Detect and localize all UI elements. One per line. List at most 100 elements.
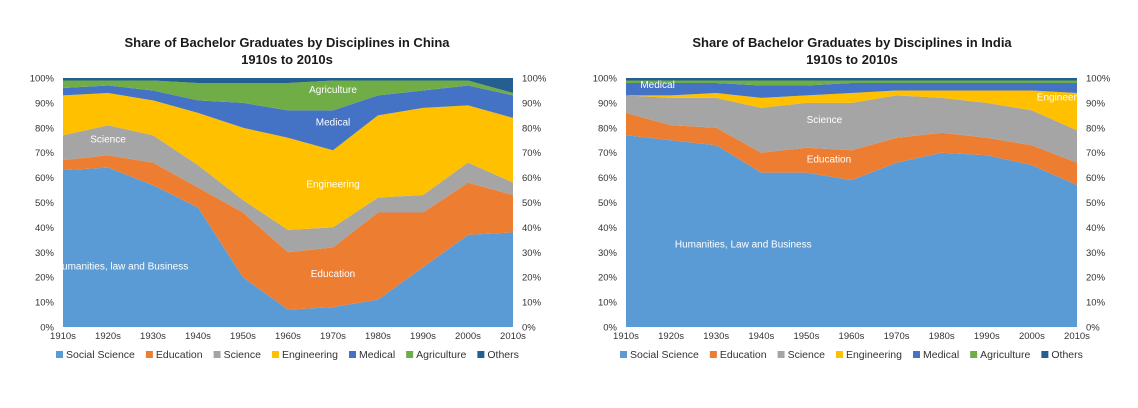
india-areas — [626, 78, 1077, 327]
china-area-others — [63, 78, 513, 93]
india-y-tick-right: 80% — [1086, 123, 1106, 134]
india-legend-label-social-science: Social Science — [630, 349, 699, 361]
china-y-ticks-right: 0% 10% 20% 30% 40% 50% 60% 70% 80% 90% 100% — [522, 74, 547, 334]
india-area-education — [626, 112, 1077, 186]
india-y-tick-left: 10% — [598, 298, 618, 309]
china-legend-label-science: Science — [224, 349, 262, 361]
china-y-tick-left: 0% — [40, 323, 54, 334]
india-legend-label-agriculture: Agriculture — [980, 349, 1030, 361]
china-label-engineering: Engineering — [306, 180, 359, 191]
china-y-tick-right: 0% — [522, 323, 536, 334]
india-y-tick-right: 30% — [1086, 248, 1106, 259]
india-x-tick: 2000s — [1019, 331, 1045, 342]
china-area-engineering — [63, 92, 513, 230]
india-y-tick-right: 90% — [1086, 98, 1106, 109]
india-y-tick-right: 40% — [1086, 223, 1106, 234]
china-y-tick-left: 40% — [35, 223, 55, 234]
india-y-tick-right: 20% — [1086, 273, 1106, 284]
china-area-social-science — [63, 167, 513, 327]
india-legend-label-medical: Medical — [923, 349, 959, 361]
india-legend-swatch-social-science — [620, 351, 627, 358]
china-y-tick-right: 100% — [522, 74, 547, 85]
china-x-tick: 1980s — [365, 331, 391, 342]
china-area-medical — [63, 85, 513, 151]
india-label-medical: Medical — [640, 80, 674, 91]
india-y-tick-left: 60% — [598, 173, 618, 184]
india-area-social-science — [626, 135, 1077, 327]
china-x-tick: 1950s — [230, 331, 256, 342]
india-x-ticks: 1910s 1920s 1930s 1940s 1950s 1960s 1970s 1980s… — [613, 331, 1090, 342]
india-y-tick-right: 100% — [1086, 74, 1111, 85]
india-chart-subtitle: 1910s to 2010s — [806, 52, 898, 67]
india-legend-swatch-engineering — [835, 351, 843, 358]
china-legend-swatch-others — [477, 351, 485, 358]
china-y-tick-left: 30% — [35, 248, 55, 259]
china-label-agriculture: Agriculture — [309, 85, 357, 96]
china-legend-swatch-medical — [348, 351, 356, 358]
china-legend-label-medical: Medical — [359, 349, 395, 361]
india-x-tick: 1990s — [974, 331, 1000, 342]
china-x-tick: 1920s — [95, 331, 121, 342]
china-label-medical: Medical — [316, 117, 350, 128]
china-area-education — [63, 155, 513, 310]
china-chart-title: Share of Bachelor Graduates by Disciplin… — [124, 35, 450, 50]
china-x-tick: 1990s — [410, 331, 436, 342]
india-label-science: Science — [807, 115, 843, 126]
china-area-science — [63, 125, 513, 253]
china-y-tick-right: 60% — [522, 173, 542, 184]
india-legend-label-education: Education — [720, 349, 767, 361]
china-x-tick: 2000s — [455, 331, 481, 342]
china-label-humanities-law-and-business: Humanities, law and Business — [55, 262, 188, 273]
china-label-education: Education — [311, 269, 355, 280]
china-y-tick-left: 100% — [30, 74, 55, 85]
china-legend-label-social-science: Social Science — [66, 349, 135, 361]
india-y-ticks-right: 0% 10% 20% 30% 40% 50% 60% 70% 80% 90% 100% — [1086, 74, 1111, 334]
china-chart: Share of Bachelor Graduates by Disciplin… — [30, 35, 547, 361]
india-y-tick-right: 50% — [1086, 198, 1106, 209]
india-x-tick: 1960s — [839, 331, 865, 342]
china-area-labels: Agriculture Medical Science Engineering Educ… — [55, 85, 360, 280]
india-legend: Social Science Education Science Engineerin… — [620, 349, 1083, 361]
china-y-tick-left: 60% — [35, 173, 55, 184]
india-x-tick: 1970s — [884, 331, 910, 342]
india-x-tick: 1930s — [703, 331, 729, 342]
china-y-tick-right: 10% — [522, 298, 542, 309]
india-area-labels: Medical Engineering Science Education Humani… — [640, 80, 1090, 250]
india-x-tick: 1980s — [929, 331, 955, 342]
india-y-tick-left: 80% — [598, 123, 618, 134]
india-x-tick: 1940s — [748, 331, 774, 342]
china-y-tick-right: 90% — [522, 98, 542, 109]
china-y-tick-left: 50% — [35, 198, 55, 209]
india-y-tick-right: 10% — [1086, 298, 1106, 309]
india-legend-swatch-agriculture — [970, 351, 978, 358]
china-legend: Social Science Education Science Engineerin… — [56, 349, 519, 361]
china-legend-swatch-engineering — [271, 351, 279, 358]
india-legend-swatch-education — [709, 351, 717, 358]
india-area-science — [626, 95, 1077, 163]
china-x-tick: 1930s — [140, 331, 166, 342]
china-y-ticks-left: 0% 10% 20% 30% 40% 50% 60% 70% 80% 90% 100% — [30, 74, 55, 334]
india-label-humanities-law-and-business: Humanities, Law and Business — [675, 239, 812, 250]
china-legend-label-education: Education — [156, 349, 203, 361]
india-x-tick: 1910s — [613, 331, 639, 342]
china-y-tick-left: 10% — [35, 298, 55, 309]
india-area-engineering — [626, 90, 1077, 131]
china-x-tick: 1940s — [185, 331, 211, 342]
china-y-tick-right: 80% — [522, 123, 542, 134]
china-x-tick: 1970s — [320, 331, 346, 342]
india-legend-swatch-science — [777, 351, 785, 358]
china-y-tick-left: 80% — [35, 123, 55, 134]
china-y-tick-left: 70% — [35, 148, 55, 159]
china-areas — [63, 78, 513, 327]
india-y-tick-left: 0% — [603, 323, 617, 334]
india-x-tick: 2010s — [1064, 331, 1090, 342]
india-x-tick: 1920s — [658, 331, 684, 342]
india-x-tick: 1950s — [793, 331, 819, 342]
india-chart-title: Share of Bachelor Graduates by Disciplin… — [692, 35, 1012, 50]
china-x-ticks: 1910s 1920s 1930s 1940s 1950s 1960s 1970s 1980s… — [50, 331, 526, 342]
india-label-education: Education — [807, 155, 851, 166]
china-legend-swatch-agriculture — [406, 351, 414, 358]
india-y-tick-left: 100% — [593, 74, 618, 85]
china-y-tick-left: 90% — [35, 98, 55, 109]
